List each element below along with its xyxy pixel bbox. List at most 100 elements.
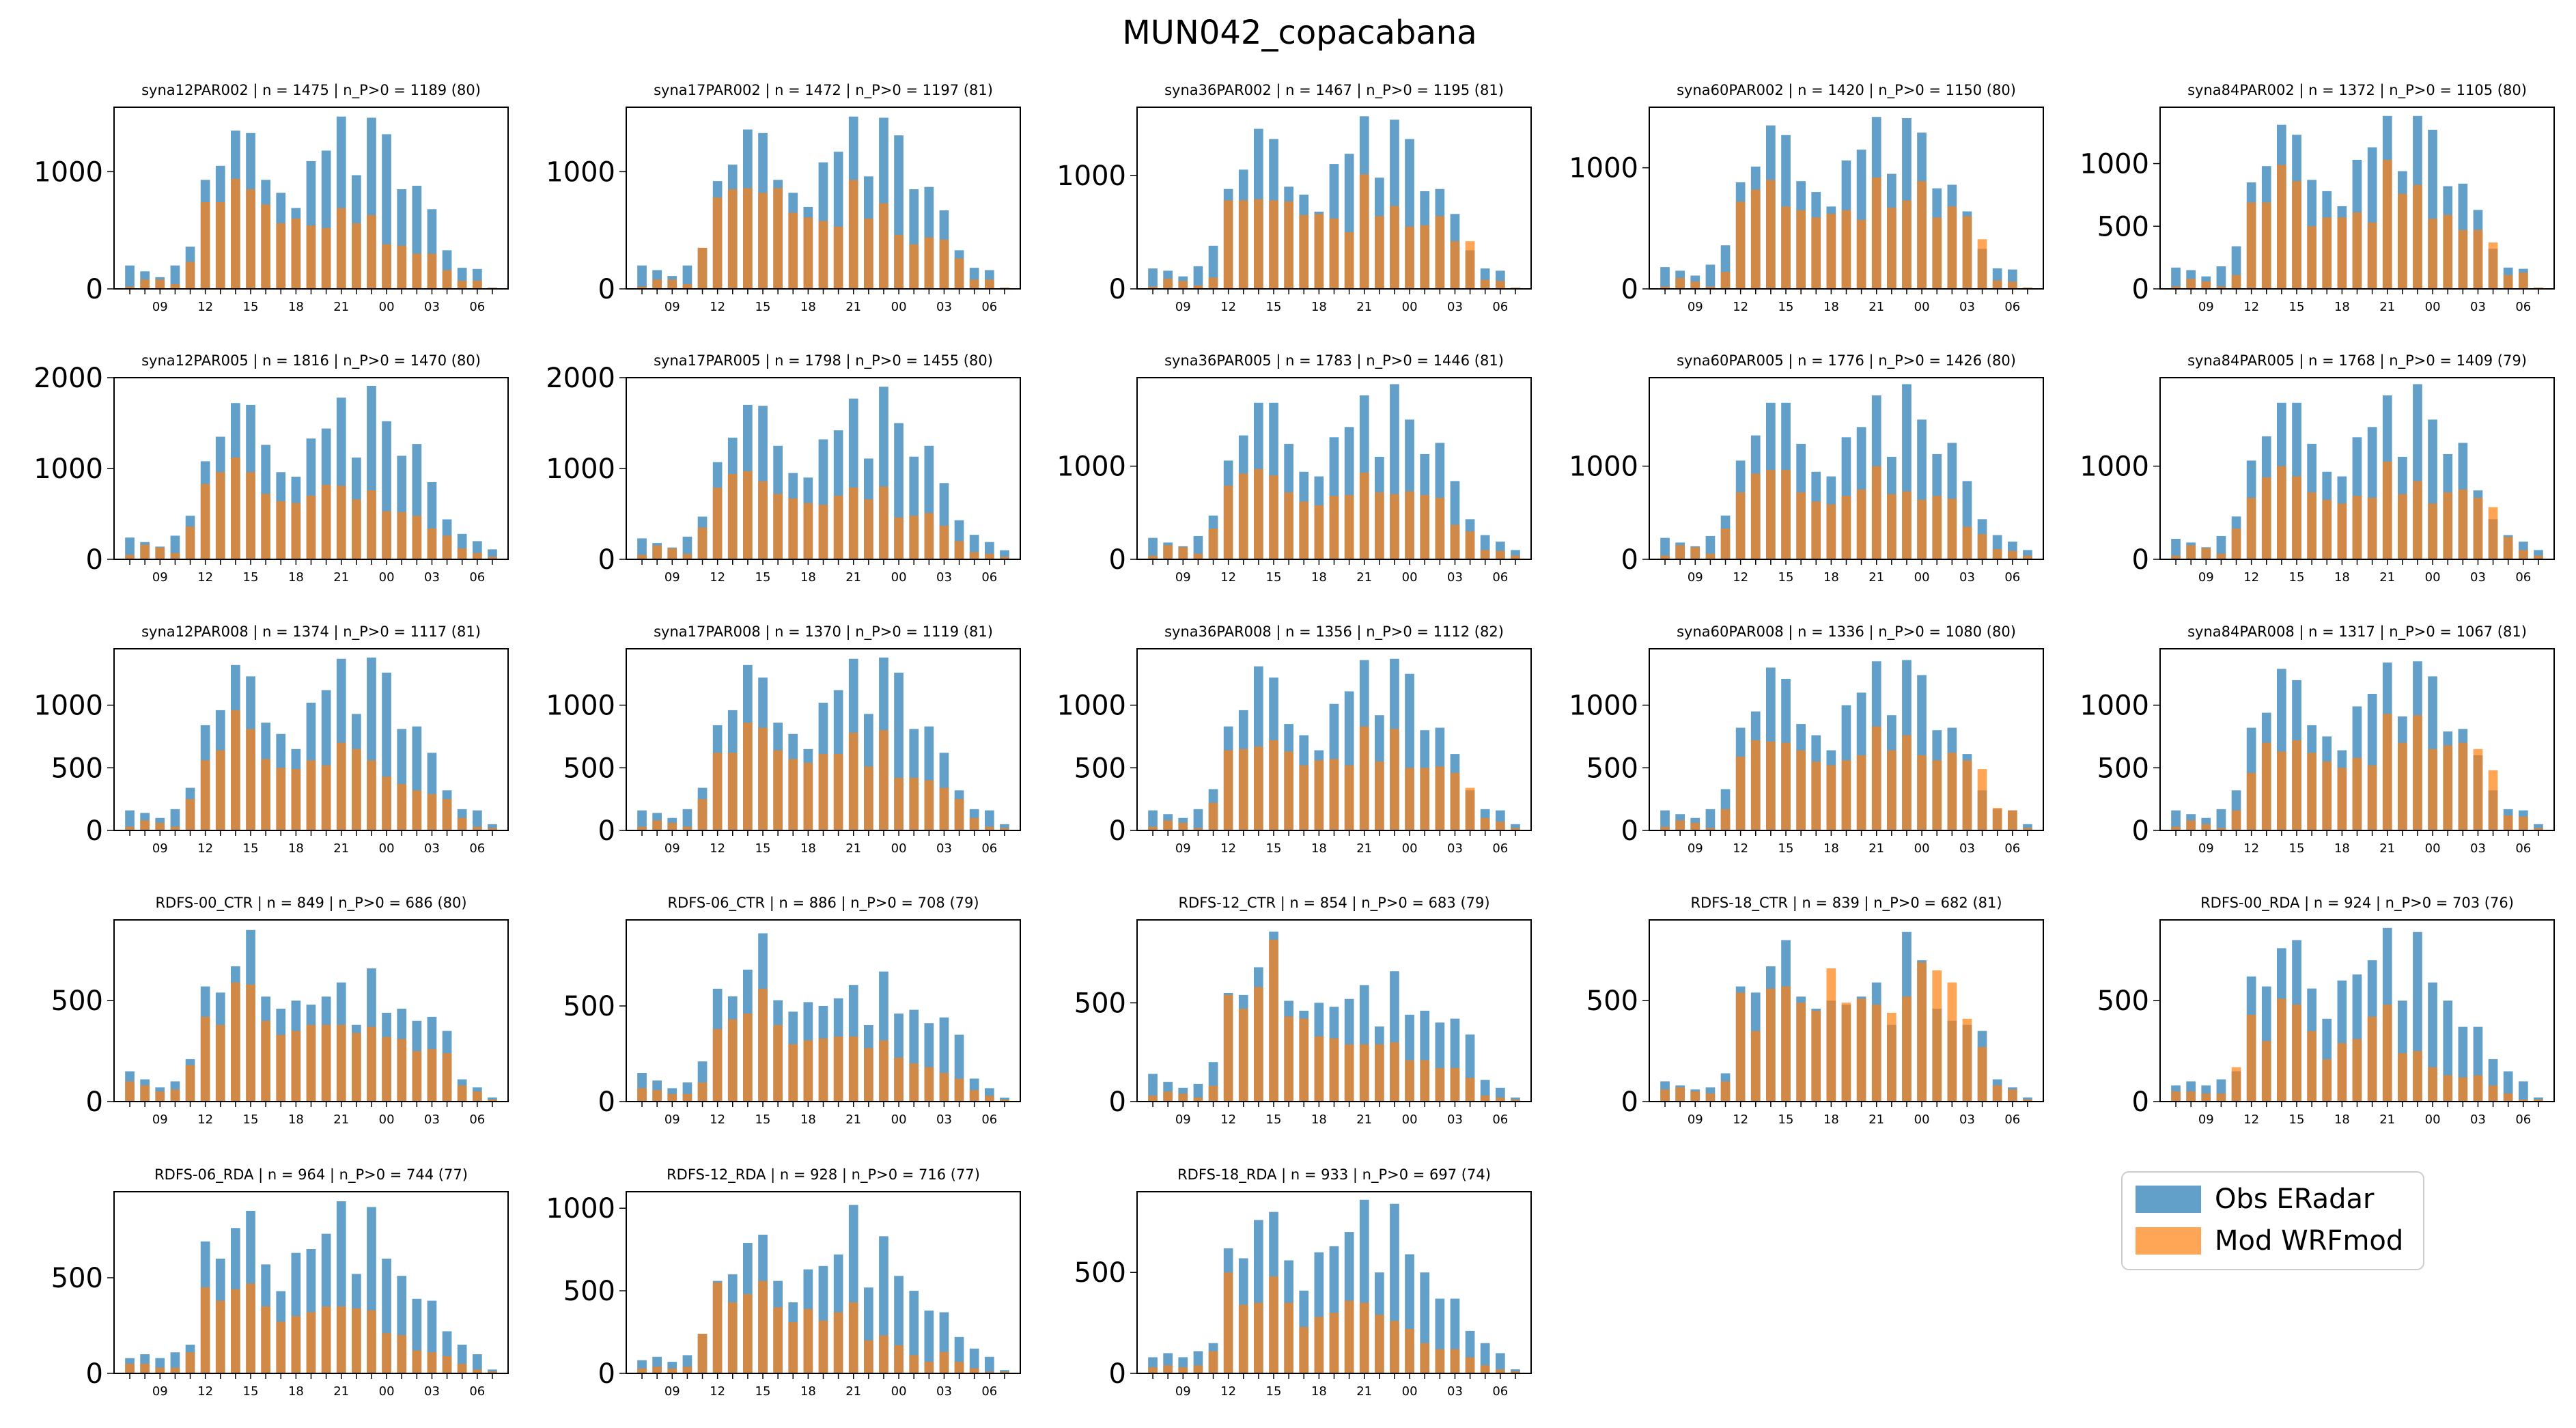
mod-bar: [2534, 828, 2543, 830]
mod-bar: [276, 768, 286, 830]
plot-frame: [626, 1191, 1021, 1374]
x-tick-label: 06: [981, 300, 997, 314]
x-tick-label: 00: [379, 841, 395, 856]
mod-bar: [336, 208, 346, 289]
mod-bar: [291, 769, 301, 830]
mod-bar: [185, 262, 195, 289]
mod-bar: [306, 1024, 316, 1102]
mod-bar: [200, 1287, 210, 1373]
mod-bar: [1238, 748, 1248, 830]
x-tick-label: 15: [1266, 570, 1282, 585]
mod-bar: [1269, 740, 1278, 830]
mod-bar: [1163, 279, 1173, 289]
obs-bar: [1193, 809, 1203, 830]
x-tick-label: 21: [333, 1112, 349, 1127]
x-tick-label: 09: [152, 841, 168, 856]
mod-bar: [2261, 742, 2271, 830]
mod-bar: [1390, 494, 1399, 559]
mod-bar: [2023, 828, 2032, 830]
subplot-title: syna17PAR008 | n = 1370 | n_P>0 = 1119 (…: [654, 624, 993, 641]
mod-bar: [2503, 1093, 2513, 1102]
obs-bar: [1705, 264, 1716, 289]
mod-bar: [1193, 1097, 1203, 1102]
mod-bar: [2367, 222, 2377, 289]
mod-bar: [2443, 745, 2453, 830]
y-tick-label: 0: [1621, 1087, 1638, 1118]
plot-frame: [626, 377, 1021, 560]
mod-bar: [1193, 285, 1203, 289]
mod-bar: [457, 1085, 467, 1102]
subplot-title: RDFS-00_CTR | n = 849 | n_P>0 = 686 (80): [155, 895, 466, 912]
mod-bar: [1284, 492, 1293, 559]
x-tick-label: 21: [1356, 1384, 1372, 1399]
mod-bar: [1690, 281, 1700, 289]
mod-bar: [1269, 939, 1278, 1102]
subplot-title: syna17PAR002 | n = 1472 | n_P>0 = 1197 (…: [654, 82, 993, 99]
x-tick-label: 06: [1492, 1384, 1508, 1399]
mod-bar: [442, 799, 452, 830]
mod-bar: [1450, 1349, 1460, 1373]
mod-bar: [1238, 1304, 1248, 1373]
mod-bar: [1420, 225, 1430, 289]
mod-bar: [1871, 1005, 1881, 1102]
mod-bar: [1932, 496, 1942, 559]
subplot-title: syna12PAR002 | n = 1475 | n_P>0 = 1189 (…: [141, 82, 481, 99]
x-tick-label: 03: [424, 570, 440, 585]
obs-bar: [1511, 824, 1520, 830]
mod-bar: [1720, 1081, 1731, 1102]
mod-bar: [1208, 802, 1218, 830]
mod-bar: [2292, 476, 2301, 559]
mod-bar: [473, 281, 482, 289]
y-tick-label: 0: [598, 274, 615, 305]
mod-bar: [125, 826, 135, 830]
x-tick-label: 12: [1220, 570, 1236, 585]
mod-bar: [833, 495, 843, 559]
mod-bar: [848, 487, 858, 559]
y-tick-label: 500: [51, 985, 103, 1017]
mod-bar: [1796, 750, 1806, 830]
mod-bar: [909, 244, 919, 289]
x-tick-label: 21: [2379, 1112, 2395, 1127]
mod-bar: [788, 498, 798, 559]
x-tick-label: 06: [2004, 300, 2020, 314]
mod-bar: [1992, 1085, 2002, 1102]
obs-bar: [1148, 1074, 1158, 1102]
mod-bar: [306, 225, 316, 289]
mod-bar: [788, 212, 798, 289]
mod-bar: [488, 557, 497, 559]
mod-bar: [1917, 962, 1927, 1102]
mod-bar: [2246, 498, 2256, 559]
x-tick-label: 21: [1868, 570, 1884, 585]
mod-bar: [758, 988, 768, 1102]
x-tick-label: 15: [1266, 1112, 1282, 1127]
mod-bar: [427, 1049, 437, 1102]
mod-bar: [1705, 828, 1716, 830]
x-tick-label: 00: [891, 570, 907, 585]
mod-bar: [2261, 202, 2271, 289]
mod-bar: [125, 555, 135, 559]
mod-bar: [667, 1368, 677, 1373]
x-tick-label: 21: [845, 841, 861, 856]
mod-bar: [1223, 200, 1233, 289]
mod-bar: [652, 546, 662, 559]
mod-bar: [1000, 1100, 1009, 1102]
mod-bar: [2337, 1043, 2347, 1102]
x-tick-label: 21: [2379, 570, 2395, 585]
mod-bar: [743, 723, 753, 830]
x-tick-label: 06: [981, 1112, 997, 1127]
x-tick-label: 06: [2515, 841, 2531, 856]
mod-bar: [1480, 1095, 1490, 1102]
subplot-9: 09 12 15 18 21 00 03 06 0 1000 syna60PAR005 | n = …: [1569, 352, 2044, 585]
y-tick-label: 0: [1109, 274, 1126, 305]
x-tick-label: 12: [710, 841, 725, 856]
mod-bar: [2398, 193, 2407, 289]
mod-bar: [2337, 768, 2347, 830]
x-tick-label: 12: [2243, 841, 2259, 856]
mod-bar: [231, 178, 240, 289]
mod-bar: [276, 1035, 286, 1102]
mod-bar: [788, 1044, 798, 1102]
obs-bar: [2171, 539, 2181, 559]
subplot-title: syna84PAR008 | n = 1317 | n_P>0 = 1067 (…: [2187, 624, 2527, 641]
mod-bar: [1269, 475, 1278, 559]
